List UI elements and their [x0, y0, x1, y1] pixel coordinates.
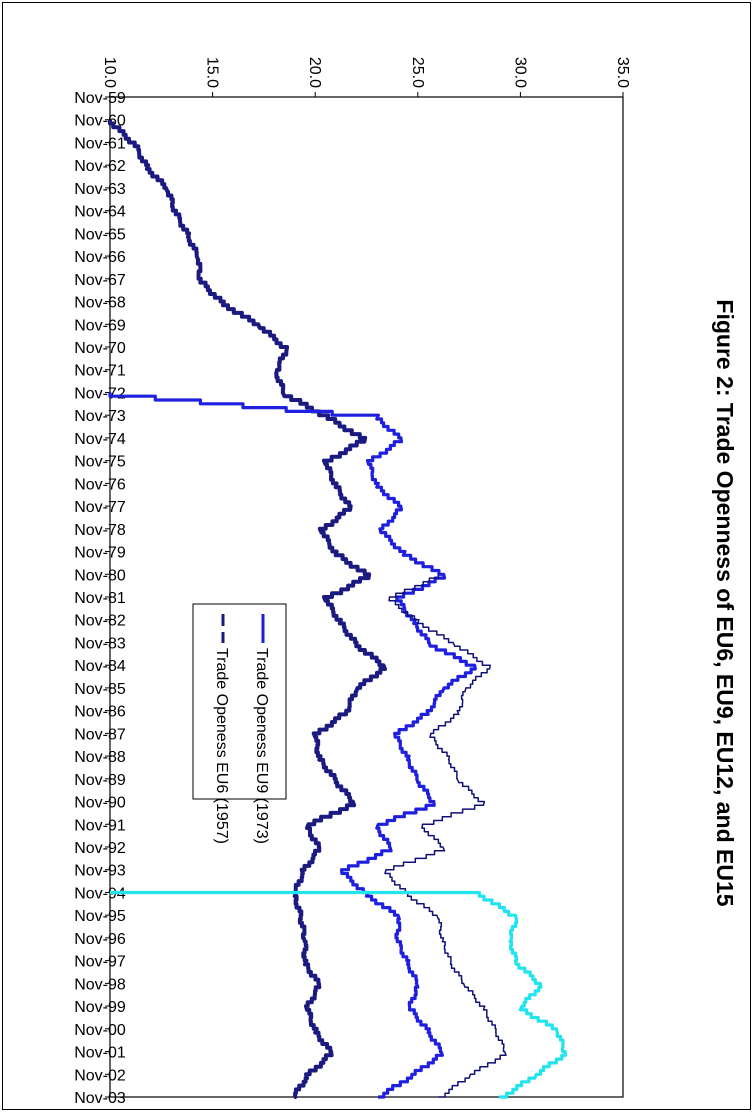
x-tick-label: Nov-94: [74, 885, 126, 902]
x-tick-label: Nov-74: [74, 431, 126, 448]
y-tick-label: 20.0: [306, 57, 323, 88]
x-axis-ticks: Nov-59Nov-60Nov-61Nov-62Nov-63Nov-64Nov-…: [74, 90, 126, 1107]
x-tick-label: Nov-77: [74, 499, 126, 516]
x-tick-label: Nov-97: [74, 954, 126, 971]
x-tick-label: Nov-69: [74, 317, 126, 334]
x-tick-label: Nov-83: [74, 635, 126, 652]
series-group: [108, 119, 568, 1099]
x-tick-label: Nov-91: [74, 817, 126, 834]
x-tick-label: Nov-86: [74, 704, 126, 721]
y-tick-label: 30.0: [511, 57, 528, 88]
x-tick-label: Nov-75: [74, 454, 126, 471]
chart-rotated-group: Figure 2: Trade Openness of EU6, EU9, EU…: [74, 57, 738, 1107]
x-tick-label: Nov-73: [74, 408, 126, 425]
x-tick-label: Nov-76: [74, 476, 126, 493]
y-tick-label: 25.0: [409, 57, 426, 88]
x-tick-label: Nov-65: [74, 226, 126, 243]
x-tick-label: Nov-88: [74, 749, 126, 766]
y-tick-label: 35.0: [614, 57, 631, 88]
y-tick-label: 10.0: [101, 57, 118, 88]
x-tick-label: Nov-70: [74, 340, 126, 357]
x-tick-label: Nov-68: [74, 295, 126, 312]
x-tick-label: Nov-03: [74, 1090, 126, 1107]
x-tick-label: Nov-78: [74, 522, 126, 539]
legend: Trade Openess EU9 (1973) Trade Openess E…: [192, 603, 287, 844]
x-tick-label: Nov-66: [74, 249, 126, 266]
series-line-unlabeled-3: [110, 890, 568, 1099]
x-tick-label: Nov-99: [74, 999, 126, 1016]
chart-title: Figure 2: Trade Openness of EU6, EU9, EU…: [712, 299, 738, 906]
x-tick-label: Nov-62: [74, 158, 126, 175]
x-tick-label: Nov-85: [74, 681, 126, 698]
x-tick-label: Nov-80: [74, 567, 126, 584]
x-tick-label: Nov-71: [74, 363, 126, 380]
x-tick-label: Nov-90: [74, 795, 126, 812]
x-tick-label: Nov-89: [74, 772, 126, 789]
legend-label-eu6: Trade Openess EU6 (1957): [213, 648, 230, 844]
x-tick-label: Nov-92: [74, 840, 126, 857]
x-tick-label: Nov-67: [74, 272, 126, 289]
y-tick-label: 15.0: [204, 57, 221, 88]
series-line-trade-openess-eu9-1973: [108, 392, 477, 1099]
legend-box: [192, 603, 287, 800]
x-tick-label: Nov-87: [74, 726, 126, 743]
x-tick-label: Nov-82: [74, 613, 126, 630]
series-line-unlabeled-2: [384, 574, 507, 1098]
x-tick-label: Nov-84: [74, 658, 126, 675]
y-axis-ticks: 10.0 15.0 20.0 25.0 30.0 35.0: [101, 57, 631, 97]
x-tick-label: Nov-02: [74, 1067, 126, 1084]
x-tick-label: Nov-64: [74, 204, 126, 221]
x-tick-label: Nov-00: [74, 1022, 126, 1039]
x-tick-label: Nov-72: [74, 385, 126, 402]
x-tick-label: Nov-61: [74, 135, 126, 152]
x-tick-label: Nov-96: [74, 931, 126, 948]
x-tick-label: Nov-01: [74, 1045, 126, 1062]
legend-label-eu9: Trade Openess EU9 (1973): [253, 648, 270, 844]
x-tick-label: Nov-81: [74, 590, 126, 607]
series-line-trade-openess-eu6-1957: [108, 119, 387, 1099]
x-tick-label: Nov-93: [74, 863, 126, 880]
x-tick-label: Nov-59: [74, 90, 126, 107]
x-tick-label: Nov-95: [74, 908, 126, 925]
x-tick-label: Nov-63: [74, 181, 126, 198]
x-tick-label: Nov-79: [74, 545, 126, 562]
plot-area: [109, 96, 624, 1098]
x-tick-label: Nov-98: [74, 976, 126, 993]
